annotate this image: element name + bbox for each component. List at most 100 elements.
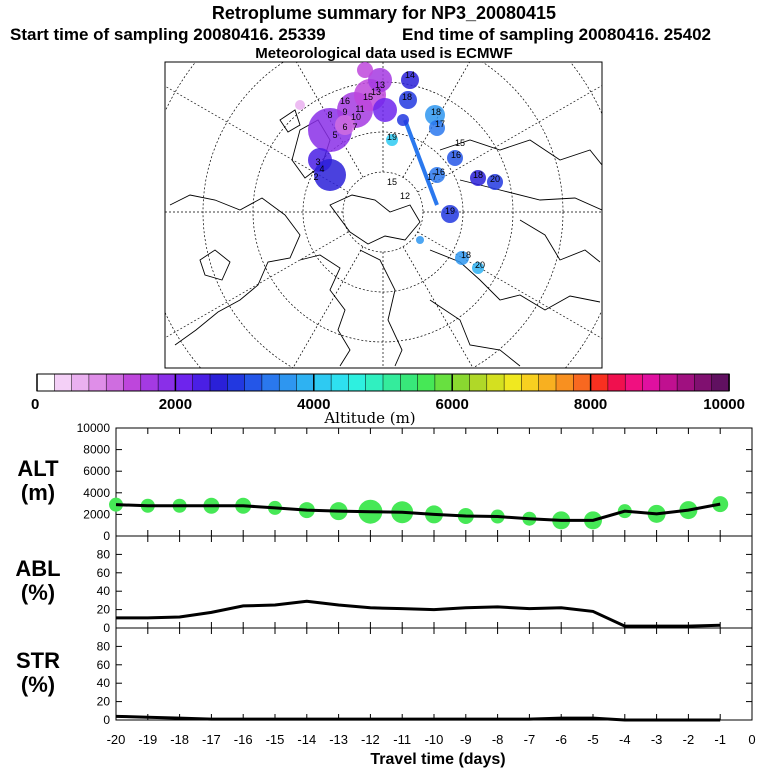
panel-alt: 0 2000 4000 6000 8000 10000 ALT(m) bbox=[17, 421, 753, 543]
y-tick-label: 20 bbox=[97, 603, 111, 617]
x-tick-label: -5 bbox=[587, 732, 599, 747]
meridian-line bbox=[165, 231, 349, 339]
colorbar-swatch bbox=[54, 373, 73, 392]
colorbar-swatch bbox=[192, 373, 211, 392]
plume-circle bbox=[470, 170, 486, 186]
plume-circle bbox=[386, 134, 398, 146]
map-day-label: 12 bbox=[400, 191, 410, 201]
colorbar-swatch bbox=[261, 373, 280, 392]
map-day-label: 18 bbox=[461, 250, 471, 260]
colorbar-swatch bbox=[521, 373, 540, 392]
series-line-abl bbox=[116, 599, 721, 628]
map-day-label: 6 bbox=[342, 122, 347, 132]
plume-circle bbox=[425, 105, 445, 125]
panel-ylabel: ALT bbox=[17, 456, 59, 481]
map-day-label: 20 bbox=[475, 260, 485, 270]
coastline bbox=[439, 139, 602, 166]
x-tick-label: -13 bbox=[329, 732, 348, 747]
colorbar-swatch bbox=[573, 373, 592, 392]
y-tick-label: 80 bbox=[97, 639, 111, 653]
start-time-label: Start time of sampling 20080416. 25339 bbox=[10, 25, 326, 44]
y-tick-label: 6000 bbox=[83, 464, 110, 478]
colorbar-swatch bbox=[676, 373, 696, 392]
map-day-label: 5 bbox=[332, 130, 337, 140]
panel-ylabel: (%) bbox=[21, 672, 55, 697]
colorbar-swatch bbox=[469, 373, 488, 392]
map-day-label: 18 bbox=[473, 170, 483, 180]
map-day-label: 16 bbox=[340, 96, 350, 106]
panel-str: 0 20 40 60 80 STR(%) bbox=[16, 627, 753, 727]
colorbar-swatch bbox=[278, 373, 298, 392]
map-day-label: 13 bbox=[375, 80, 385, 90]
colorbar-tick-label: 6000 bbox=[436, 396, 469, 413]
meridian-line bbox=[165, 85, 349, 193]
colorbar-swatch bbox=[348, 373, 367, 392]
y-tick-label: 60 bbox=[97, 658, 111, 672]
map-day-label: 20 bbox=[490, 174, 500, 184]
map-day-label: 11 bbox=[355, 104, 364, 114]
plume-circle bbox=[397, 114, 409, 126]
plume-circle bbox=[447, 150, 463, 166]
map-day-label: 16 bbox=[451, 150, 461, 160]
colorbar-swatch bbox=[313, 373, 332, 392]
coastline bbox=[299, 254, 351, 367]
chart-title: Retroplume summary for NP3_20080415 bbox=[211, 3, 557, 23]
x-tick-label: -11 bbox=[393, 732, 411, 747]
y-tick-label: 8000 bbox=[83, 443, 110, 457]
map-day-label: 2 bbox=[313, 172, 318, 182]
colorbar-swatch bbox=[538, 373, 557, 392]
series-line-alt bbox=[115, 502, 721, 522]
colorbar-tick-label: 10000 bbox=[703, 396, 745, 413]
panel-frame bbox=[115, 535, 753, 629]
colorbar-swatch bbox=[486, 373, 505, 392]
x-tick-label: -16 bbox=[234, 732, 253, 747]
panel-ylabel: (%) bbox=[21, 580, 55, 605]
meridian-line bbox=[402, 246, 474, 368]
panel-ylabel: STR bbox=[16, 648, 60, 673]
map-day-label: 7 bbox=[352, 122, 357, 132]
map-day-label: 9 bbox=[342, 107, 347, 117]
trajectory-line bbox=[403, 119, 439, 206]
plume-circle bbox=[357, 62, 373, 78]
colorbar-tick-label: 0 bbox=[31, 396, 39, 413]
map-day-label: 13 bbox=[371, 87, 381, 97]
y-tick-label: 0 bbox=[103, 529, 110, 543]
y-tick-label: 40 bbox=[97, 584, 111, 598]
colorbar-swatch bbox=[694, 373, 713, 392]
x-tick-label: -18 bbox=[170, 732, 189, 747]
x-tick-label: 0 bbox=[748, 732, 755, 747]
colorbar-swatch bbox=[434, 373, 453, 392]
colorbar-swatch bbox=[296, 373, 315, 392]
y-tick-label: 4000 bbox=[83, 486, 110, 500]
map-day-label: 4 bbox=[319, 164, 324, 174]
y-tick-label: 20 bbox=[97, 695, 111, 709]
colorbar-swatch bbox=[123, 373, 142, 392]
coastline bbox=[169, 194, 301, 346]
y-tick-label: 10000 bbox=[77, 421, 111, 435]
colorbar-tick-label: 8000 bbox=[574, 396, 607, 413]
colorbar-swatch bbox=[711, 373, 730, 392]
colorbar-swatch bbox=[590, 373, 609, 392]
y-tick-label: 80 bbox=[97, 547, 111, 561]
colorbar-swatch bbox=[417, 373, 436, 392]
panel-frame bbox=[115, 627, 753, 721]
colorbar-swatch bbox=[642, 373, 661, 392]
coastline bbox=[459, 179, 602, 211]
plume-circle bbox=[472, 262, 484, 274]
y-tick-label: 2000 bbox=[83, 507, 110, 521]
colorbar-swatch bbox=[71, 373, 90, 392]
panel-ylabel: (m) bbox=[21, 480, 55, 505]
meridian-line bbox=[292, 246, 364, 368]
plume-circle bbox=[455, 251, 469, 265]
coastline bbox=[359, 249, 403, 367]
map-day-label: 3 bbox=[315, 157, 320, 167]
panel-abl: 0 20 40 60 80 ABL(%) bbox=[15, 535, 753, 635]
plume-circle bbox=[429, 167, 445, 183]
x-tick-label: -20 bbox=[107, 732, 126, 747]
coastline bbox=[279, 109, 301, 133]
colorbar: 0 2000 4000 6000 8000 10000 Altitude (m) bbox=[31, 373, 745, 427]
x-tick-label: -6 bbox=[555, 732, 567, 747]
map-day-label: 8 bbox=[327, 110, 332, 120]
